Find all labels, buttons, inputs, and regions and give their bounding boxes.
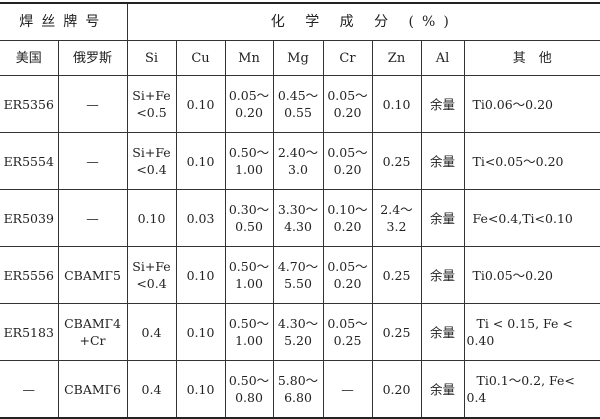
cell-cu: 0.10 bbox=[175, 303, 226, 361]
cell-si: Si+Fe <0.4 bbox=[126, 132, 177, 190]
table-row: ER5356— Si+Fe <0.5 0.10 0.05～ 0.20 0.45～ 0.5… bbox=[0, 75, 600, 133]
cell-russia: — bbox=[57, 75, 128, 133]
wire-grade-header: 焊丝牌号 bbox=[0, 2, 128, 41]
cell-mn: 0.50～ 0.80 bbox=[224, 360, 274, 419]
cell-russia: CBAMГ4 +Cr bbox=[57, 303, 128, 361]
cell-usa: — bbox=[0, 360, 59, 419]
column-header-russia: 俄罗斯 bbox=[57, 40, 128, 76]
cell-usa: ER5039 bbox=[0, 189, 59, 247]
cell-mg: 0.45～ 0.55 bbox=[272, 75, 324, 133]
cell-other: Ti0.05～0.20 bbox=[463, 246, 600, 304]
cell-si: 0.4 bbox=[126, 360, 177, 419]
cell-russia: CBAMГ6 bbox=[57, 360, 128, 419]
header-row-1: 焊丝牌号 化 学 成 分 (%) bbox=[0, 2, 600, 41]
cell-usa: ER5556 bbox=[0, 246, 59, 304]
cell-cu: 0.10 bbox=[175, 246, 226, 304]
cell-cr: 0.05～ 0.25 bbox=[322, 303, 373, 361]
table-row: ER5183 CBAMГ4 +Cr 0.4 0.10 0.50～ 1.00 4.30～ 5… bbox=[0, 303, 600, 361]
column-header-other: 其 他 bbox=[463, 40, 600, 76]
cell-mg: 3.30～ 4.30 bbox=[272, 189, 324, 247]
cell-mg: 4.30～ 5.20 bbox=[272, 303, 324, 361]
cell-cr: 0.05～ 0.20 bbox=[322, 132, 373, 190]
cell-mn: 0.30～ 0.50 bbox=[224, 189, 274, 247]
cell-cu: 0.03 bbox=[175, 189, 226, 247]
column-header-zn: Zn bbox=[371, 40, 422, 76]
cell-other: Ti0.06～0.20 bbox=[463, 75, 600, 133]
composition-header: 化 学 成 分 (%) bbox=[126, 2, 600, 41]
table-row: ER5039—0.10 0.03 0.30～ 0.50 3.30～ 4.30 0.10～… bbox=[0, 189, 600, 247]
cell-cr: 0.05～ 0.20 bbox=[322, 246, 373, 304]
cell-mn: 0.50～ 1.00 bbox=[224, 303, 274, 361]
cell-russia: — bbox=[57, 189, 128, 247]
cell-zn: 0.10 bbox=[371, 75, 422, 133]
cell-cu: 0.10 bbox=[175, 360, 226, 419]
column-header-mg: Mg bbox=[272, 40, 324, 76]
cell-usa: ER5554 bbox=[0, 132, 59, 190]
cell-al: 余量 bbox=[420, 132, 465, 190]
cell-mg: 2.40～ 3.0 bbox=[272, 132, 324, 190]
column-header-cr: Cr bbox=[322, 40, 373, 76]
cell-mn: 0.05～ 0.20 bbox=[224, 75, 274, 133]
cell-russia: — bbox=[57, 132, 128, 190]
cell-other: Fe<0.4,Ti<0.10 bbox=[463, 189, 600, 247]
cell-cu: 0.10 bbox=[175, 75, 226, 133]
cell-al: 余量 bbox=[420, 360, 465, 419]
cell-zn: 0.25 bbox=[371, 303, 422, 361]
cell-zn: 2.4～ 3.2 bbox=[371, 189, 422, 247]
table-row: — CBAMГ6 0.4 0.10 0.50～ 0.80 5.80～ 6.80—0.20 余… bbox=[0, 360, 600, 419]
cell-zn: 0.20 bbox=[371, 360, 422, 419]
cell-cr: — bbox=[322, 360, 373, 419]
header-row-2: 美国 俄罗斯 Si Cu Mn Mg Cr Zn Al 其 他 bbox=[0, 40, 600, 76]
cell-mn: 0.50～ 1.00 bbox=[224, 132, 274, 190]
column-header-cu: Cu bbox=[175, 40, 226, 76]
cell-cr: 0.10～ 0.20 bbox=[322, 189, 373, 247]
cell-al: 余量 bbox=[420, 189, 465, 247]
cell-other: Ti<0.05～0.20 bbox=[463, 132, 600, 190]
cell-si: 0.4 bbox=[126, 303, 177, 361]
table-row: ER5554— Si+Fe <0.4 0.10 0.50～ 1.00 2.40～ 3.0… bbox=[0, 132, 600, 190]
column-header-al: Al bbox=[420, 40, 465, 76]
cell-usa: ER5183 bbox=[0, 303, 59, 361]
cell-other: Ti0.1～0.2, Fe< 0.4 bbox=[463, 360, 600, 419]
cell-si: 0.10 bbox=[126, 189, 177, 247]
column-header-usa: 美国 bbox=[0, 40, 59, 76]
cell-usa: ER5356 bbox=[0, 75, 59, 133]
column-header-mn: Mn bbox=[224, 40, 274, 76]
cell-zn: 0.25 bbox=[371, 132, 422, 190]
cell-al: 余量 bbox=[420, 246, 465, 304]
column-header-si: Si bbox=[126, 40, 177, 76]
cell-mg: 5.80～ 6.80 bbox=[272, 360, 324, 419]
cell-cu: 0.10 bbox=[175, 132, 226, 190]
cell-cr: 0.05～ 0.20 bbox=[322, 75, 373, 133]
cell-other: Ti < 0.15, Fe < 0.40 bbox=[463, 303, 600, 361]
cell-si: Si+Fe <0.4 bbox=[126, 246, 177, 304]
cell-mg: 4.70～ 5.50 bbox=[272, 246, 324, 304]
cell-zn: 0.25 bbox=[371, 246, 422, 304]
table-row: ER5556 CBAMГ5 Si+Fe <0.4 0.10 0.50～ 1.00 4.70… bbox=[0, 246, 600, 304]
cell-russia: CBAMГ5 bbox=[57, 246, 128, 304]
cell-si: Si+Fe <0.5 bbox=[126, 75, 177, 133]
cell-al: 余量 bbox=[420, 303, 465, 361]
cell-al: 余量 bbox=[420, 75, 465, 133]
cell-mn: 0.50～ 1.00 bbox=[224, 246, 274, 304]
